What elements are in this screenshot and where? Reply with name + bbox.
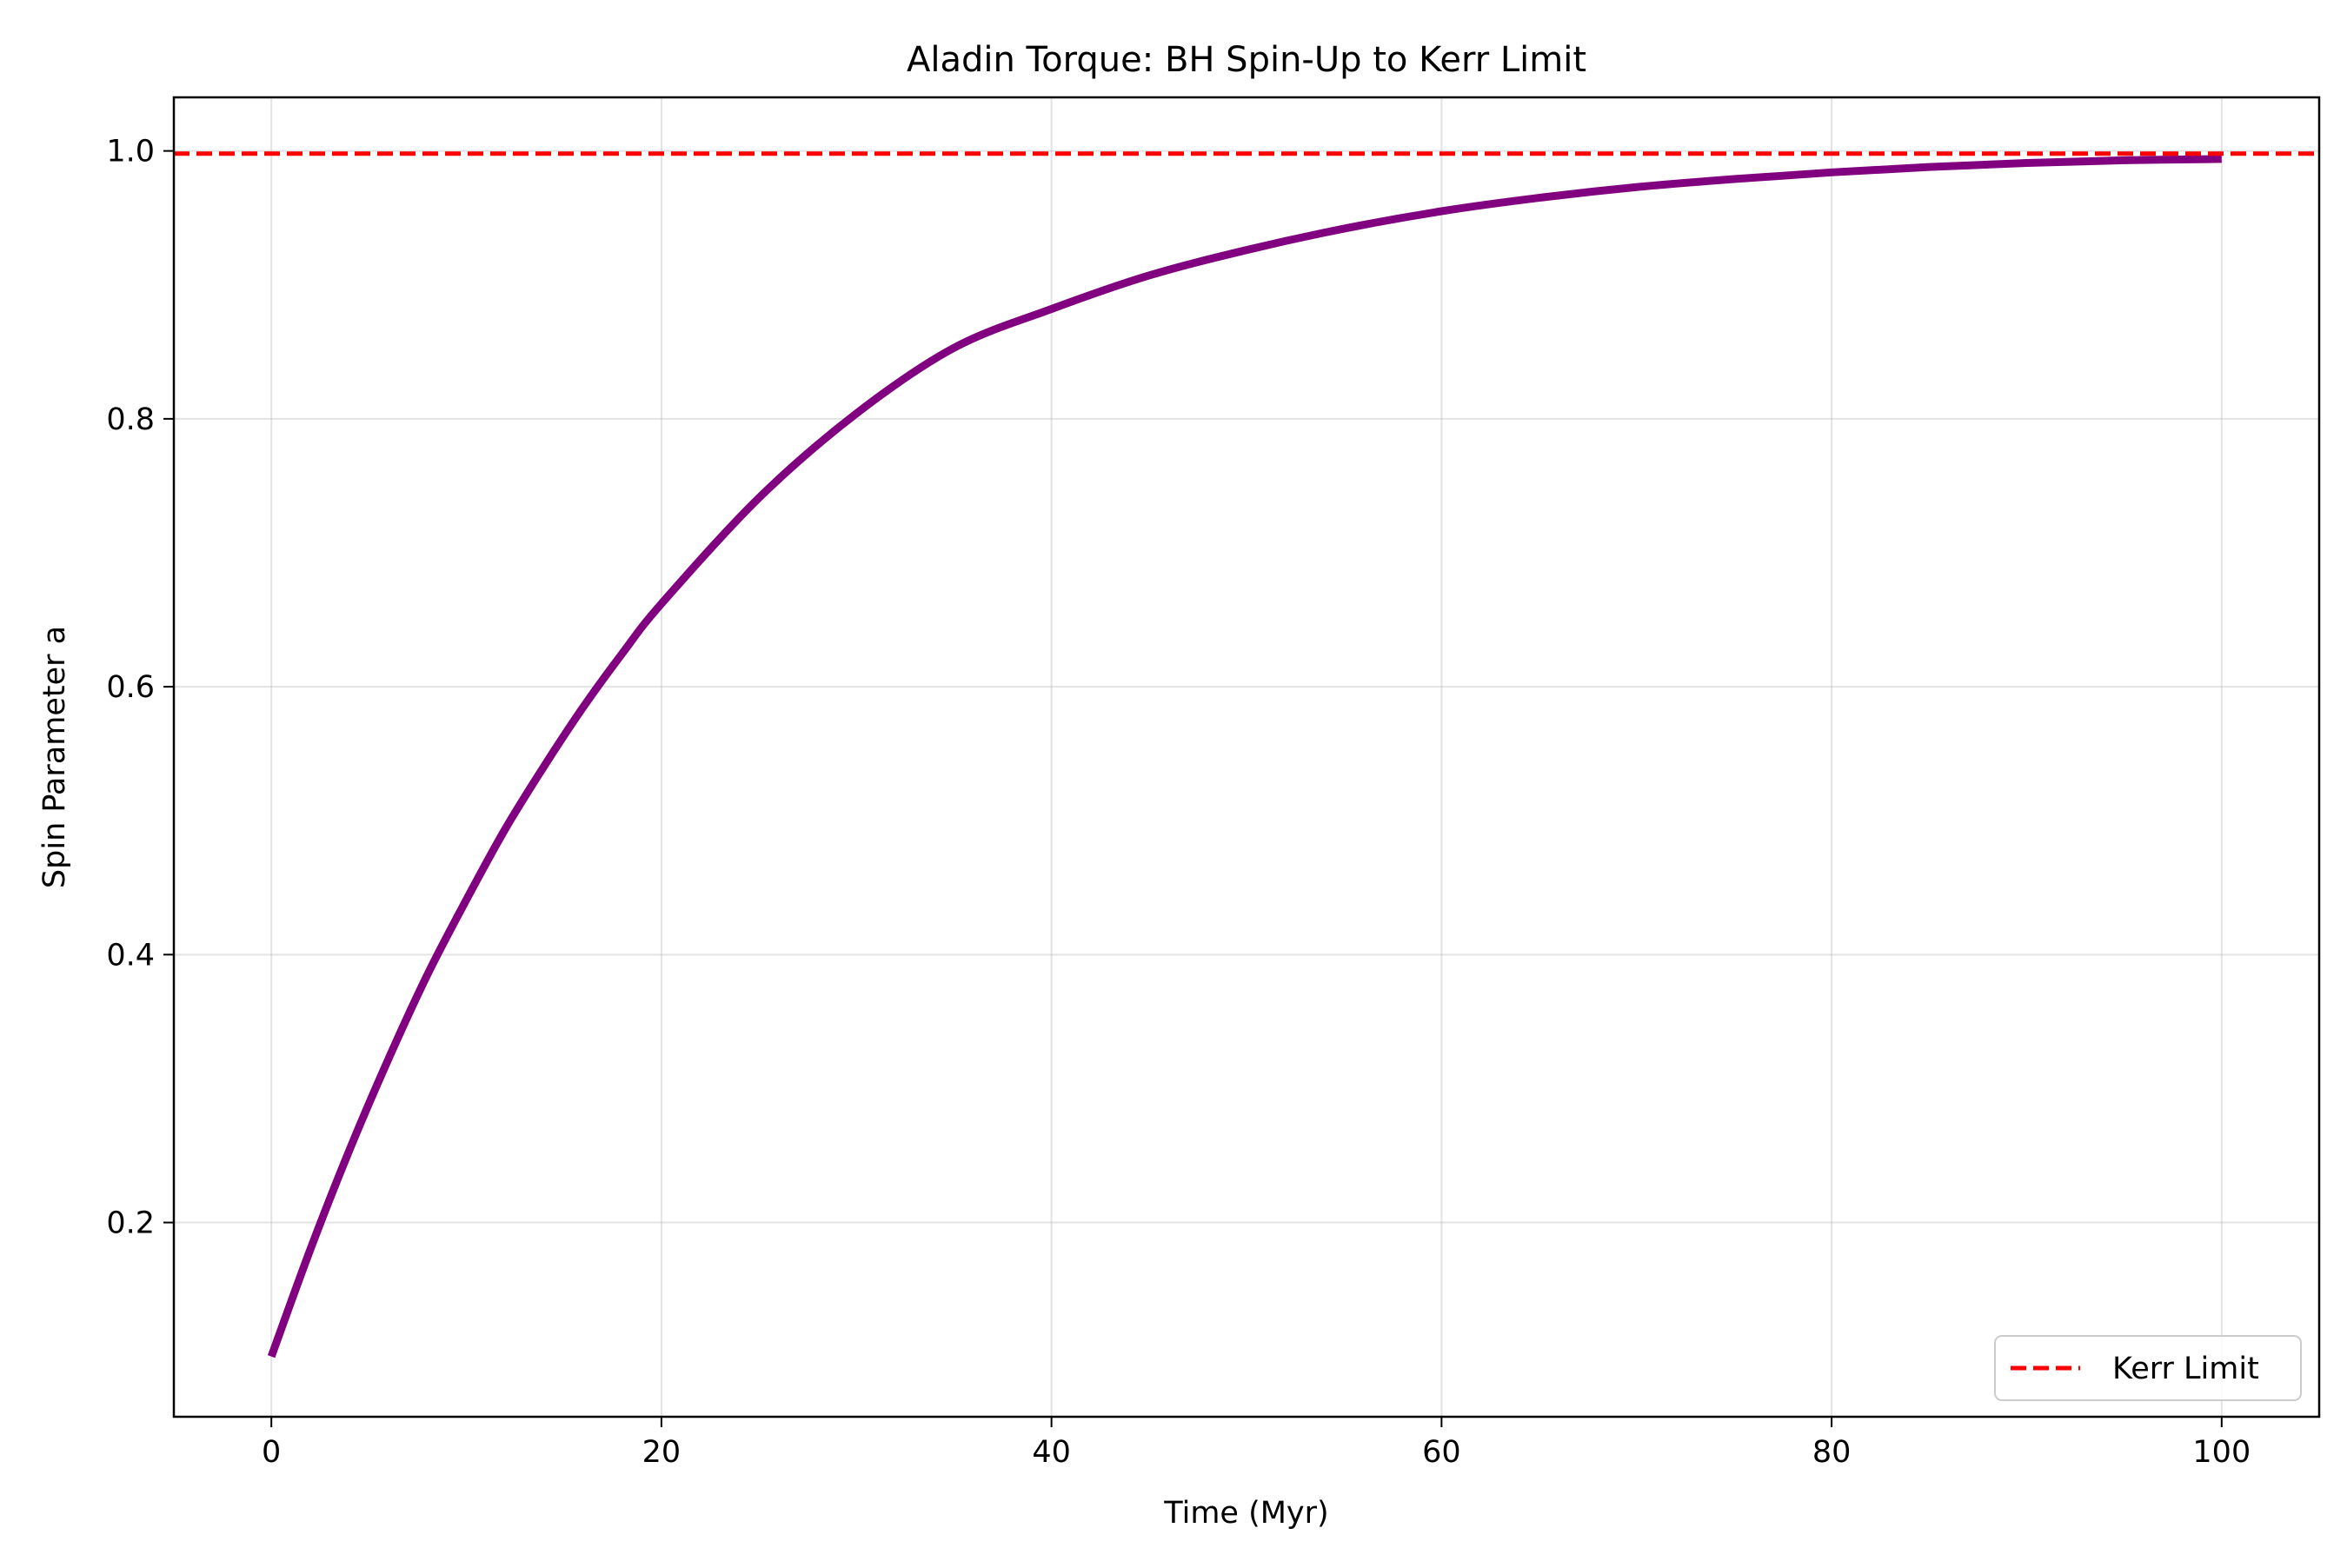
x-tick-label: 100: [2192, 1435, 2251, 1470]
spin-curve-line: [267, 155, 2222, 1359]
series-layer: [174, 151, 2319, 1359]
tick-layer: 0 20 40 60 80 100 0.2 0.4 0.6 0.8 1.0: [106, 135, 2251, 1470]
legend-box: [1994, 1335, 2302, 1401]
y-tick-label: 0.8: [106, 402, 155, 437]
grid-layer: [174, 97, 2319, 1417]
y-tick-label: 0.4: [106, 938, 155, 973]
y-tick-label: 0.2: [106, 1206, 155, 1241]
legend-label-kerr-limit: Kerr Limit: [2112, 1352, 2259, 1386]
y-axis-label: Spin Parameter a: [37, 626, 72, 888]
x-tick-label: 60: [1422, 1435, 1461, 1470]
chart-title: Aladin Torque: BH Spin-Up to Kerr Limit: [907, 40, 1586, 80]
x-tick-label: 20: [642, 1435, 681, 1470]
y-tick-label: 1.0: [106, 135, 155, 169]
x-tick-label: 80: [1812, 1435, 1852, 1470]
legend: Kerr Limit: [1994, 1335, 2302, 1401]
x-tick-label: 40: [1032, 1435, 1071, 1470]
x-tick-label: 0: [262, 1435, 281, 1470]
plot-frame: [172, 96, 2321, 1419]
y-tick-label: 0.6: [106, 670, 155, 705]
x-axis-label: Time (Myr): [1163, 1496, 1328, 1531]
